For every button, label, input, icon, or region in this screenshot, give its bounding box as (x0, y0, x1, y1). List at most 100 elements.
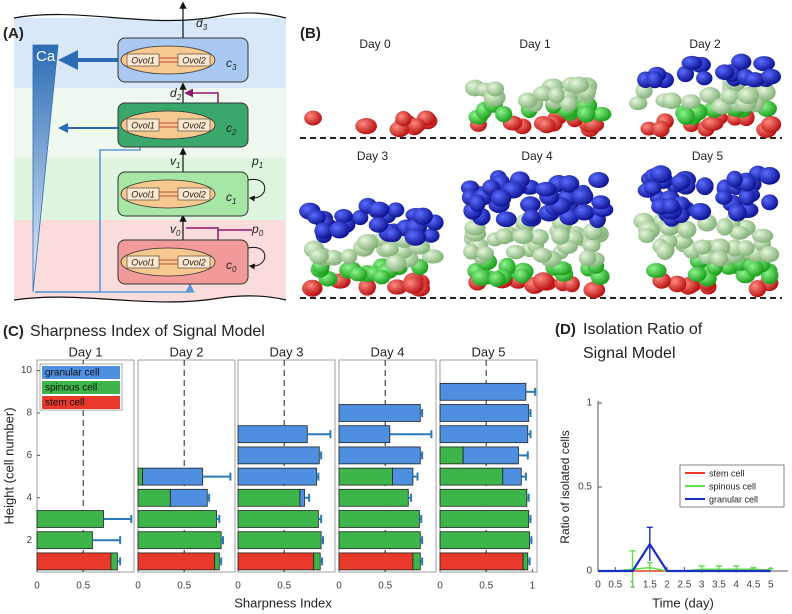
bar-segment (338, 446, 421, 465)
gene-box (177, 118, 211, 132)
cell-sphere (643, 181, 662, 196)
rate-label-base: d (170, 86, 177, 100)
cell-sphere (408, 118, 426, 134)
plot-frame (137, 359, 236, 573)
cell-sphere (720, 87, 741, 105)
panel-label: (C) (3, 323, 24, 340)
cell-sphere (652, 120, 670, 138)
bar-segment (439, 531, 531, 550)
bar-segment (439, 382, 527, 401)
gene-label: Ovol1 (131, 189, 155, 199)
bar-segment (137, 552, 216, 571)
bar-segment (313, 552, 321, 571)
cell-sphere (421, 249, 444, 264)
cell-sphere (349, 266, 368, 282)
cell-sphere (307, 210, 326, 225)
cell-label: c2 (226, 121, 237, 137)
cell-sphere (696, 177, 714, 196)
cell-sphere (385, 253, 407, 272)
cell-sphere (387, 279, 408, 295)
y-axis-label: Height (cell number) (1, 407, 16, 524)
cell-sphere (512, 228, 534, 244)
y-tick-label: 0.5 (578, 482, 592, 493)
rate-label-base: v (170, 154, 177, 168)
gene-box (126, 187, 160, 201)
nucleus (120, 110, 216, 140)
bar-segment (237, 531, 322, 550)
bar-segment (338, 552, 414, 571)
cell-sphere (728, 203, 747, 222)
y-tick-label: 6 (26, 450, 32, 461)
x-tick-label: 5 (768, 580, 774, 591)
day-label: Day 5 (692, 149, 724, 163)
cell-sphere (591, 195, 611, 210)
cell-label-sub: 1 (232, 197, 236, 206)
bar-segment (439, 488, 528, 507)
gene-label: Ovol2 (182, 189, 206, 199)
cell-sphere (736, 240, 755, 256)
cell-sphere (578, 250, 597, 267)
cell-sphere (324, 249, 343, 266)
plot-frame (36, 359, 135, 573)
bar-segment (338, 467, 393, 486)
cell-sphere (701, 116, 724, 131)
cell-label: c3 (226, 56, 237, 72)
cell-sphere (758, 167, 781, 185)
cell-sphere (488, 270, 506, 287)
gene-label: Ovol2 (182, 55, 206, 65)
bar-segment (439, 467, 504, 486)
subplot-title: Day 2 (170, 344, 204, 359)
cell-sphere (726, 170, 743, 188)
nucleus (120, 247, 216, 277)
ca-label: Ca (36, 48, 56, 65)
cell-sphere (535, 181, 557, 197)
legend-swatch (42, 366, 120, 379)
gene-box (177, 187, 211, 201)
x-tick-label: 0.5 (608, 580, 622, 591)
cell-sphere (577, 105, 596, 123)
cell-sphere (304, 110, 322, 126)
x-tick-label: 1.5 (643, 580, 657, 591)
cell-sphere (689, 202, 712, 221)
x-axis-label: Sharpness Index (234, 595, 332, 610)
bar-segment (36, 552, 112, 571)
bar-segment (439, 425, 529, 444)
cell-sphere (737, 86, 759, 105)
simulation-render (299, 53, 782, 299)
nucleus (120, 45, 216, 75)
bar-segment (110, 552, 118, 571)
cell-label: c0 (226, 258, 237, 274)
subplot-title: Day 5 (472, 344, 506, 359)
bar-segment (237, 510, 319, 528)
x-tick-label: 0.5 (277, 581, 291, 592)
cell-sphere (422, 228, 440, 243)
cell-sphere (523, 209, 540, 224)
cell-sphere (395, 111, 412, 127)
x-tick-label: 4.5 (747, 580, 761, 591)
cell-sphere (681, 94, 701, 110)
x-tick-label: 4 (733, 580, 739, 591)
series-line (598, 542, 771, 573)
cell-label-base: c (226, 258, 232, 272)
gene-label: Ovol2 (182, 257, 206, 267)
bar-segment (36, 510, 104, 528)
bar-segment (439, 552, 524, 571)
rate-label-sub: 0 (259, 229, 264, 238)
bar-segment (137, 488, 171, 507)
cell-sphere (696, 71, 713, 86)
cell-sphere (384, 227, 402, 243)
cell-sphere (340, 248, 358, 265)
cell-sphere (368, 201, 390, 218)
cell-sphere (551, 227, 570, 245)
bar-segment (412, 552, 421, 571)
plot-frame (237, 359, 336, 573)
cell-sphere (649, 165, 672, 184)
cell-sphere (748, 280, 767, 298)
rate-label: v0 (170, 222, 181, 238)
cell-sphere (314, 222, 333, 240)
cell-sphere (638, 228, 656, 244)
bar-segment (137, 467, 144, 486)
y-tick-label: 0 (586, 566, 592, 577)
panel-label: (D) (555, 321, 576, 338)
legend-label: spinous cell (709, 481, 756, 491)
